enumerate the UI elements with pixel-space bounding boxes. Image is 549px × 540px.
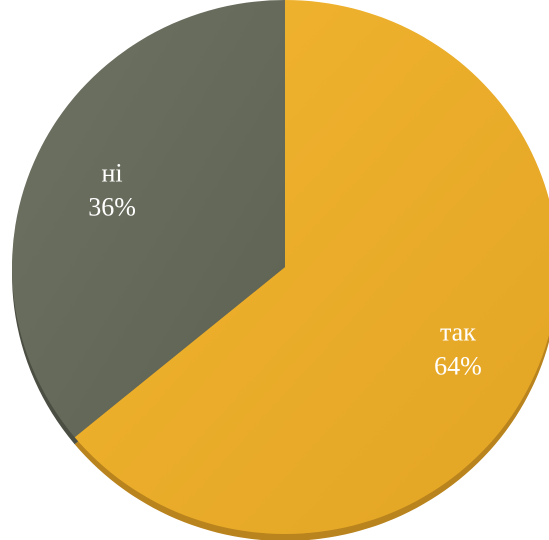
slice-category-label-1: ні — [102, 158, 123, 187]
pie-slice-1 — [12, 0, 285, 438]
slice-value-label-1: 36% — [88, 192, 136, 221]
slice-category-label-0: так — [440, 318, 476, 347]
pie-labels: так 64% ні 36% — [88, 158, 481, 380]
pie-slices — [12, 0, 549, 534]
pie-slice-0 — [74, 0, 549, 534]
slice-value-label-0: 64% — [434, 352, 482, 381]
